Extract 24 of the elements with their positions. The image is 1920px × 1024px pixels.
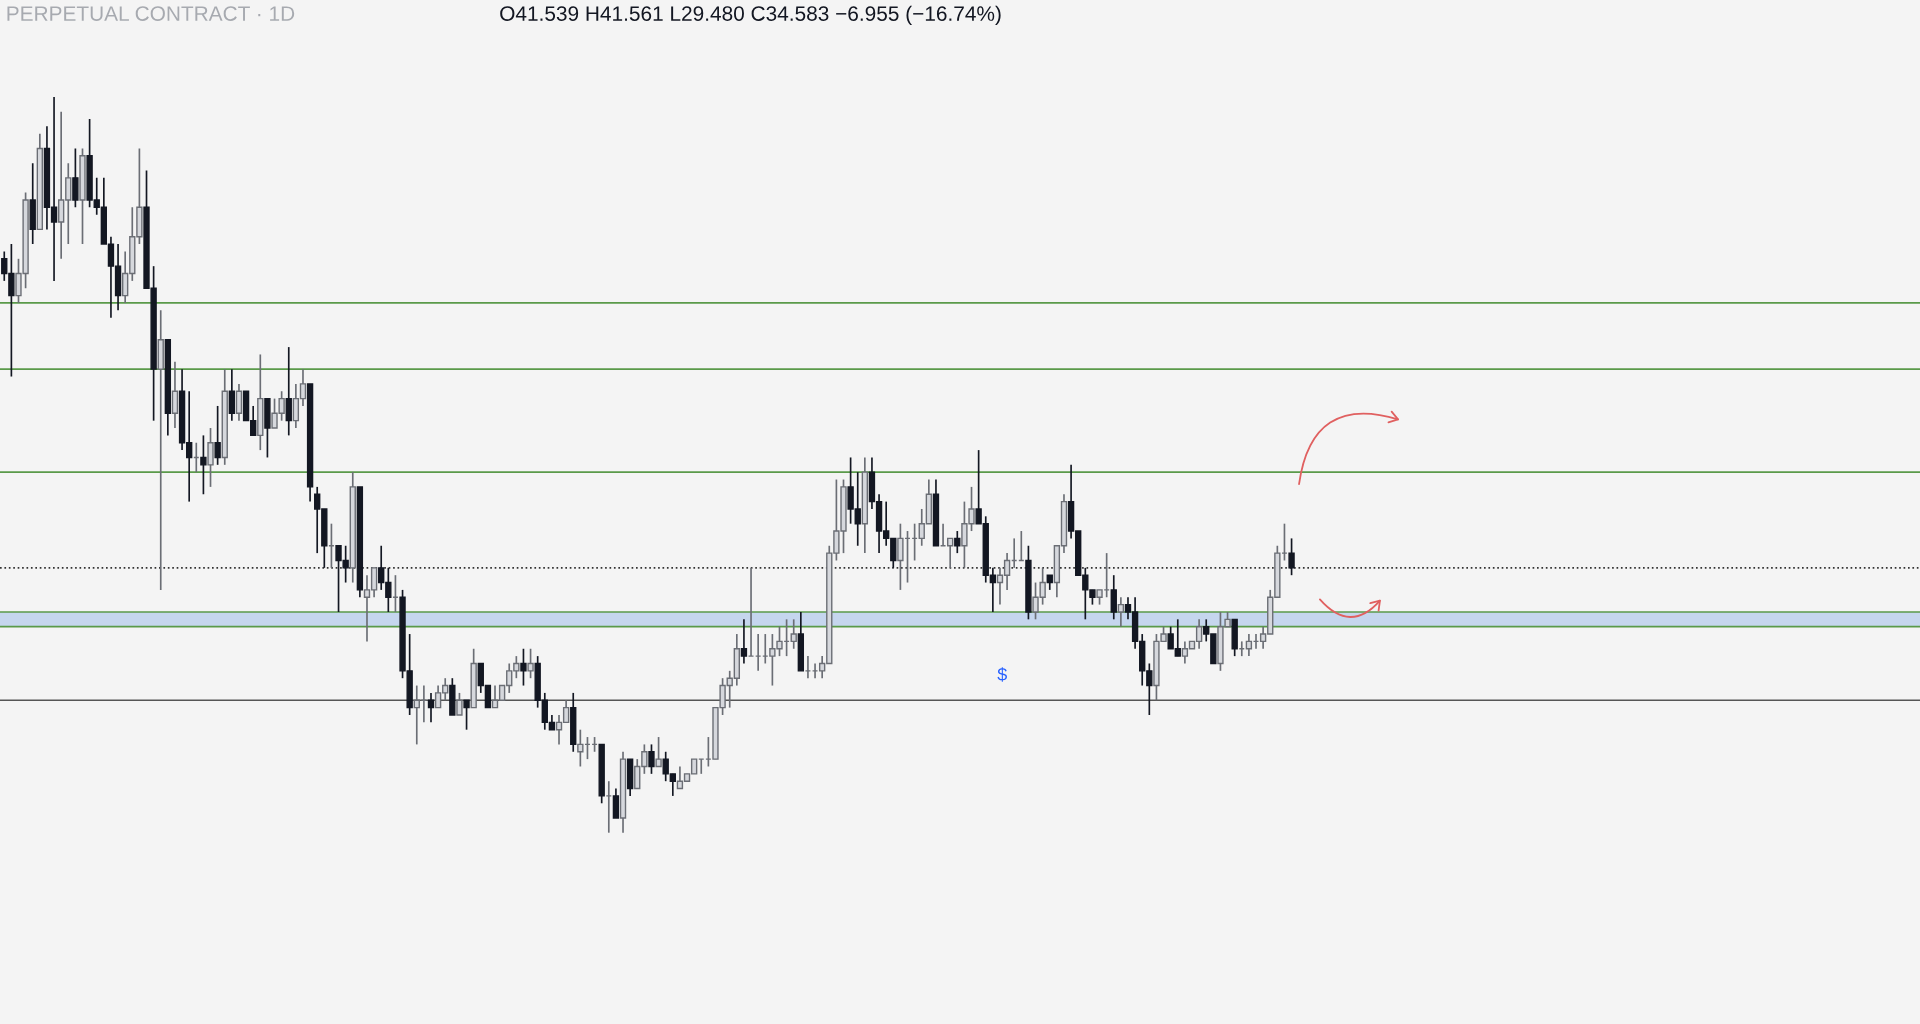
candlestick [648, 743, 655, 775]
candlestick [214, 405, 221, 466]
candlestick [456, 692, 463, 716]
candlestick [157, 309, 164, 591]
chart-title: PERPETUAL CONTRACT · 1D [7, 6, 295, 21]
candlestick [527, 647, 534, 680]
candlestick [200, 434, 207, 496]
candlestick [1117, 596, 1125, 628]
candlestick [1110, 574, 1117, 621]
candlestick [171, 360, 179, 429]
candlestick [612, 787, 620, 819]
candlestick [72, 147, 79, 209]
candlestick [655, 736, 662, 768]
candlestick [740, 618, 748, 665]
candlestick [285, 346, 292, 437]
candlestick [463, 699, 470, 731]
candlestick [228, 368, 236, 422]
candlestick [207, 427, 214, 488]
candlestick [1288, 537, 1295, 577]
text: O41.539 H41.561 L29.480 C34.583 −6.955 (−16.74%) [500, 5, 1001, 26]
annotation: $ [997, 667, 1007, 682]
candlestick [235, 383, 243, 422]
candlestick [790, 618, 797, 650]
candlestick [520, 647, 527, 687]
